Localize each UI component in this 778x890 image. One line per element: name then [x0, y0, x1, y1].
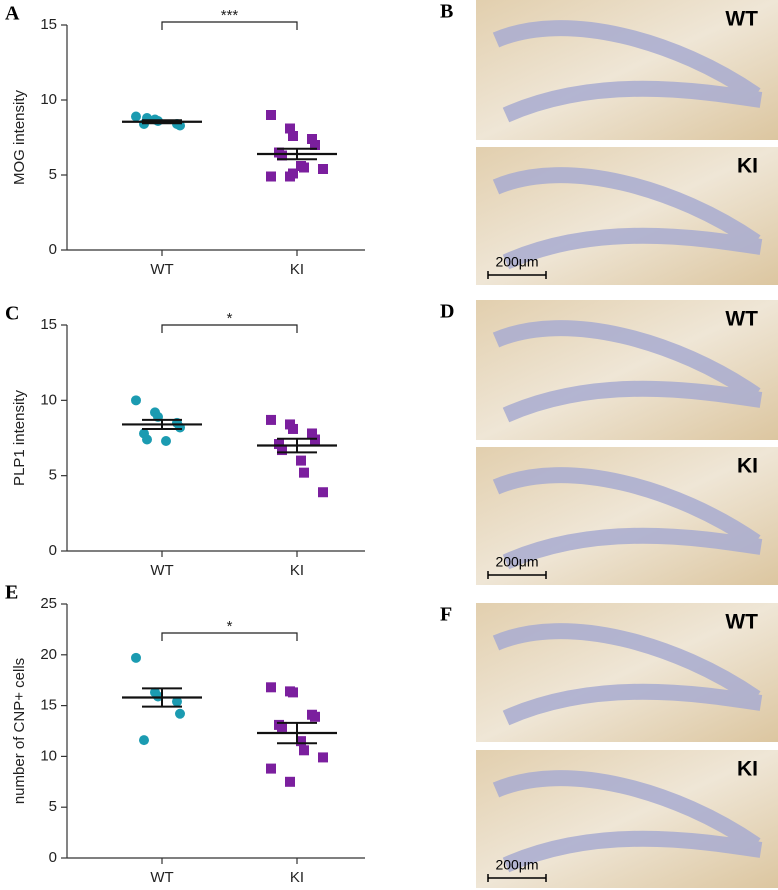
- y-tick-label: 25: [40, 595, 57, 612]
- data-point: [277, 721, 287, 732]
- y-axis-label: number of CNP+ cells: [11, 658, 28, 804]
- data-point: [266, 763, 276, 774]
- granule-layer: [492, 167, 763, 270]
- data-point: [277, 445, 287, 456]
- error-bar: [277, 147, 317, 161]
- data-point: [266, 682, 276, 693]
- y-tick-label: 15: [40, 697, 57, 714]
- image-label: WT: [725, 8, 758, 31]
- y-tick-label: 5: [49, 166, 57, 183]
- image-label: KI: [737, 455, 758, 478]
- panel-letter: F: [440, 604, 452, 626]
- data-point: [288, 687, 298, 698]
- y-tick-label: 20: [40, 646, 57, 663]
- data-point: [296, 455, 306, 466]
- granule-layer: [492, 770, 763, 873]
- error-bar: [277, 721, 317, 745]
- y-tick-label: 10: [40, 747, 57, 764]
- data-point: [288, 168, 298, 179]
- panel-letter: E: [5, 582, 18, 604]
- scale-bar-label: 200μm: [495, 254, 538, 270]
- significance-label: *: [227, 618, 233, 635]
- error-bar: [142, 119, 182, 125]
- data-point: [274, 439, 284, 450]
- error-bar: [142, 687, 182, 708]
- data-point: [299, 745, 309, 756]
- granule-layer: [492, 20, 763, 123]
- data-point: [266, 171, 276, 182]
- granule-layer: [492, 467, 763, 570]
- data-point: [285, 776, 295, 787]
- significance-label: ***: [221, 7, 239, 24]
- data-point: [131, 111, 141, 122]
- scale-bar-label: 200μm: [495, 554, 538, 570]
- image-label: KI: [737, 155, 758, 178]
- data-point: [310, 140, 320, 150]
- data-point: [285, 123, 295, 134]
- data-point: [277, 150, 287, 161]
- panel-letter: D: [440, 301, 454, 323]
- granule-layer: [492, 320, 763, 423]
- y-tick-label: 0: [49, 849, 57, 866]
- data-point: [318, 752, 328, 763]
- scale-bar: [487, 271, 547, 279]
- x-tick-label: WT: [150, 261, 173, 278]
- data-point: [307, 428, 317, 439]
- scale-bar-label: 200μm: [495, 857, 538, 873]
- data-point: [299, 467, 309, 478]
- scale-bar: [487, 874, 547, 882]
- data-point: [310, 711, 320, 722]
- data-point: [266, 414, 276, 425]
- data-point: [131, 652, 141, 663]
- x-tick-label: WT: [150, 869, 173, 886]
- data-point: [142, 434, 152, 445]
- error-bar: [142, 418, 182, 430]
- data-point: [307, 134, 317, 144]
- panel-letter: B: [440, 1, 453, 23]
- scale-bar: [487, 571, 547, 579]
- x-tick-label: KI: [290, 562, 304, 579]
- data-point: [161, 436, 171, 447]
- y-tick-label: 5: [49, 467, 57, 484]
- image-label: WT: [725, 308, 758, 331]
- y-tick-label: 15: [40, 16, 57, 33]
- y-tick-label: 15: [40, 316, 57, 333]
- image-label: KI: [737, 758, 758, 781]
- data-point: [288, 131, 298, 141]
- data-point: [175, 708, 185, 719]
- error-bar: [277, 437, 317, 454]
- data-point: [318, 164, 328, 174]
- significance-bracket: [161, 632, 298, 641]
- image-label: WT: [725, 611, 758, 634]
- y-axis-label: MOG intensity: [11, 89, 28, 185]
- x-tick-label: KI: [290, 869, 304, 886]
- panel-letter: C: [5, 303, 19, 325]
- y-tick-label: 0: [49, 542, 57, 559]
- data-point: [318, 487, 328, 498]
- data-point: [172, 696, 182, 707]
- x-tick-label: WT: [150, 562, 173, 579]
- significance-bracket: [161, 324, 298, 333]
- y-tick-label: 0: [49, 241, 57, 258]
- data-point: [139, 735, 149, 746]
- panel-letter: A: [5, 3, 20, 25]
- data-point: [131, 395, 141, 406]
- y-tick-label: 5: [49, 798, 57, 815]
- granule-layer: [492, 623, 763, 726]
- y-tick-label: 10: [40, 391, 57, 408]
- significance-bracket: [161, 21, 298, 30]
- data-point: [266, 110, 276, 120]
- data-point: [299, 162, 309, 173]
- significance-label: *: [227, 310, 233, 327]
- y-tick-label: 10: [40, 91, 57, 108]
- data-point: [288, 423, 298, 434]
- y-axis-label: PLP1 intensity: [11, 390, 28, 486]
- x-tick-label: KI: [290, 261, 304, 278]
- data-point: [296, 736, 306, 747]
